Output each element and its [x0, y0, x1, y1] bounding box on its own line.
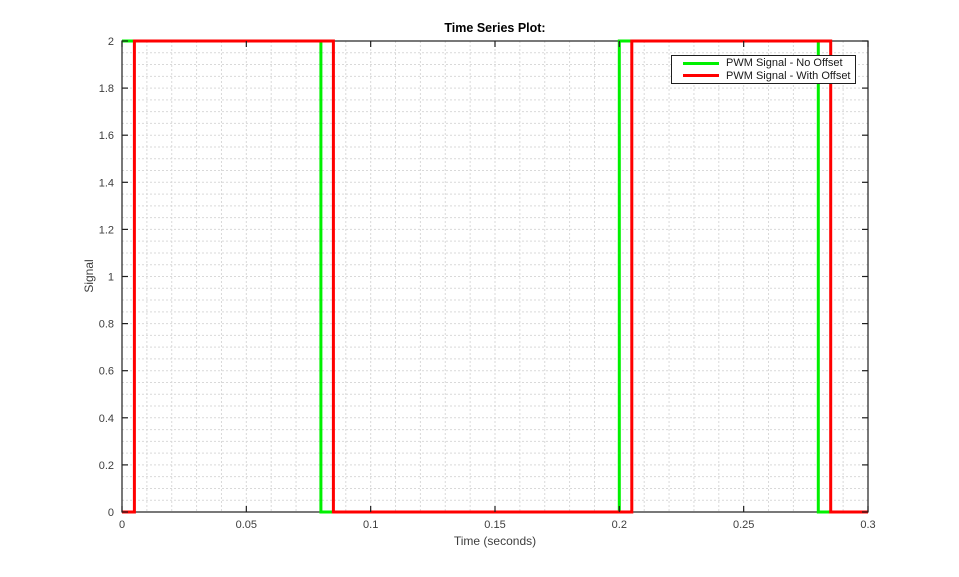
legend-entry: PWM Signal - No Offset: [672, 57, 855, 70]
x-tick-label: 0.25: [733, 519, 754, 531]
y-tick-label: 1.4: [99, 177, 114, 189]
y-tick-label: 0.2: [99, 460, 114, 472]
legend-line-sample-green: [683, 61, 719, 65]
y-tick-label: 1.8: [99, 83, 114, 95]
series-line-0: [122, 39, 868, 514]
y-tick-label: 1.2: [99, 224, 114, 236]
legend-label: PWM Signal - With Offset: [726, 69, 851, 82]
y-tick-label: 1: [108, 272, 114, 284]
y-tick-label: 0.6: [99, 366, 114, 378]
y-tick-label: 0: [108, 507, 114, 519]
legend-label: PWM Signal - No Offset: [726, 57, 843, 70]
legend-entry: PWM Signal - With Offset: [672, 70, 855, 83]
y-tick-label: 2: [108, 36, 114, 48]
series-line-1: [122, 39, 868, 514]
y-axis-label: Signal: [82, 259, 96, 293]
x-tick-label: 0.05: [236, 519, 257, 531]
x-tick-label: 0.15: [484, 519, 505, 531]
x-tick-label: 0: [119, 519, 125, 531]
legend-line-sample-red: [683, 74, 719, 78]
y-tick-label: 1.6: [99, 130, 114, 142]
x-tick-label: 0.3: [860, 519, 875, 531]
x-tick-label: 0.2: [612, 519, 627, 531]
x-axis-label: Time (seconds): [453, 534, 537, 548]
x-tick-label: 0.1: [363, 519, 378, 531]
y-tick-label: 0.4: [99, 413, 114, 425]
chart-title: Time Series Plot:: [444, 21, 546, 35]
y-tick-label: 0.8: [99, 319, 114, 331]
legend: PWM Signal - No Offset PWM Signal - With…: [671, 55, 856, 84]
